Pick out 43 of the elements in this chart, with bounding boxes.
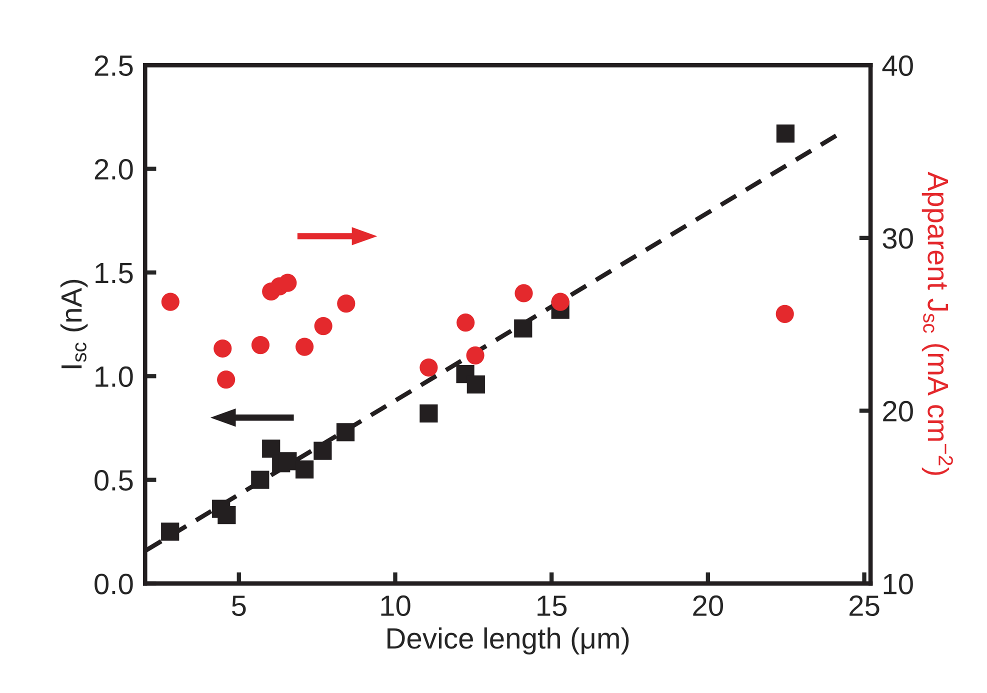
y2-tick-label: 10 xyxy=(884,574,913,594)
point xyxy=(314,442,332,460)
y-tick-label: 2.5 xyxy=(94,55,133,76)
x-tick-label: 20 xyxy=(693,595,724,616)
x-tick-label: 15 xyxy=(538,596,567,616)
point xyxy=(278,452,297,470)
point xyxy=(251,336,270,354)
x-tick-label: 10 xyxy=(381,595,410,616)
point xyxy=(161,292,180,311)
y-tick-label: 0.0 xyxy=(94,574,133,594)
point xyxy=(161,522,180,541)
point xyxy=(514,284,533,302)
point xyxy=(296,338,314,356)
point xyxy=(278,274,297,292)
point xyxy=(466,375,485,394)
point xyxy=(314,316,332,336)
point xyxy=(776,304,794,324)
point xyxy=(337,294,356,313)
y-tick-label: 1.5 xyxy=(96,262,133,284)
y2-tick-label: 40 xyxy=(882,55,913,76)
x-tick-label: 25 xyxy=(850,595,880,616)
x-tick-label: 5 xyxy=(232,596,246,616)
point xyxy=(514,319,532,338)
point xyxy=(251,470,270,489)
point xyxy=(217,370,236,389)
y-tick-label: 0.5 xyxy=(94,470,133,491)
y-axis-title: I$_{sc}$ (nA) xyxy=(60,280,88,368)
point xyxy=(456,314,475,332)
point xyxy=(420,358,438,377)
point xyxy=(214,339,232,358)
y2-tick-label: 20 xyxy=(883,400,913,422)
y-tick-label: 2.0 xyxy=(94,159,133,180)
point xyxy=(466,346,484,364)
y2-axis-title: Apparent J$_{sc}$ (mA cm$^{−2}$) xyxy=(922,172,953,475)
point xyxy=(218,506,236,524)
point xyxy=(296,460,314,479)
point xyxy=(420,404,438,423)
x-axis-title: Device length (μm) xyxy=(388,627,629,655)
point xyxy=(336,423,355,442)
y2-tick-label: 30 xyxy=(882,228,913,249)
point xyxy=(551,292,570,311)
y-tick-label: 1.0 xyxy=(96,366,133,388)
point xyxy=(776,124,795,143)
